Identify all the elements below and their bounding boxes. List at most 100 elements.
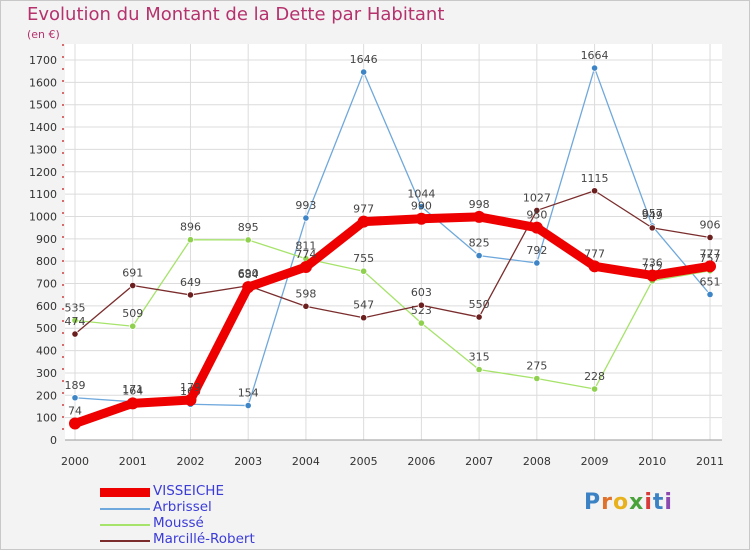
data-point-marcill-robert (706, 233, 714, 242)
data-label-visseiche: 950 (526, 209, 547, 222)
data-label-marcill-robert: 547 (353, 299, 374, 312)
x-tick-label: 2005 (350, 455, 378, 468)
data-label-arbrissel: 154 (238, 387, 259, 400)
data-label-visseiche: 977 (353, 203, 374, 216)
data-label-mouss-: 509 (122, 307, 143, 320)
legend-label: Marcillé-Robert (153, 531, 255, 547)
legend-swatch (100, 540, 150, 542)
y-tick-label: 900 (36, 233, 57, 246)
data-point-arbrissel (475, 251, 483, 260)
y-tick-label: 1700 (29, 54, 57, 67)
legend-swatch (100, 488, 150, 497)
legend: VISSEICHE Arbrissel Moussé Marcillé-Robert (100, 483, 360, 548)
data-point-visseiche (242, 281, 255, 294)
data-point-mouss- (186, 236, 195, 244)
data-label-marcill-robert: 603 (411, 286, 432, 299)
data-label-arbrissel: 825 (469, 237, 490, 250)
data-label-visseiche: 74 (68, 404, 82, 417)
data-label-mouss-: 757 (700, 252, 721, 265)
x-tick-label: 2008 (523, 455, 551, 468)
y-tick-label: 700 (36, 278, 57, 291)
legend-item-mouss-: Moussé (100, 515, 360, 532)
data-point-visseiche (473, 210, 486, 223)
data-point-marcill-robert (590, 187, 599, 195)
legend-label: Moussé (153, 515, 204, 531)
data-point-visseiche (126, 397, 139, 410)
data-label-mouss-: 535 (65, 301, 86, 314)
data-point-marcill-robert (648, 224, 656, 232)
data-point-arbrissel (360, 68, 368, 76)
y-tick-label: 1500 (29, 99, 57, 112)
legend-swatch (100, 524, 150, 526)
data-point-arbrissel (590, 64, 599, 72)
data-label-mouss-: 811 (295, 240, 316, 253)
data-label-mouss-: 275 (526, 360, 547, 373)
data-label-marcill-robert: 690 (238, 267, 259, 280)
data-point-marcill-robert (129, 281, 137, 290)
data-label-mouss-: 755 (353, 252, 374, 265)
data-label-marcill-robert: 906 (700, 218, 721, 231)
data-point-arbrissel (417, 203, 425, 211)
proxiti-logo: Proxiti (584, 490, 673, 515)
data-point-mouss- (129, 322, 137, 330)
data-label-visseiche: 179 (180, 381, 201, 394)
data-label-marcill-robert: 1115 (581, 172, 609, 185)
data-label-mouss-: 896 (180, 221, 201, 234)
chart-subtitle: (en €) (27, 28, 60, 41)
x-tick-label: 2001 (119, 455, 147, 468)
data-label-mouss-: 523 (411, 304, 432, 317)
data-label-arbrissel: 189 (65, 379, 86, 392)
data-point-visseiche (69, 417, 81, 430)
data-label-marcill-robert: 598 (295, 287, 316, 300)
data-label-visseiche: 777 (700, 247, 721, 260)
y-tick-label: 0 (50, 434, 57, 447)
y-tick-label: 1300 (29, 143, 57, 156)
data-point-visseiche (299, 260, 312, 273)
y-tick-label: 1600 (29, 76, 57, 89)
y-tick-label: 500 (36, 322, 57, 335)
legend-swatch (100, 508, 150, 510)
data-point-arbrissel (533, 259, 541, 267)
legend-label: Arbrissel (153, 499, 212, 515)
x-tick-label: 2010 (638, 455, 666, 468)
legend-item-visseiche: VISSEICHE (100, 483, 360, 500)
data-point-mouss- (417, 319, 425, 327)
data-label-visseiche: 736 (642, 256, 663, 269)
y-tick-label: 1400 (29, 121, 57, 134)
data-label-mouss-: 315 (469, 351, 490, 364)
data-point-marcill-robert (417, 301, 425, 309)
chart-title: Evolution du Montant de la Dette par Hab… (27, 4, 445, 25)
data-point-visseiche (588, 260, 601, 273)
data-point-mouss- (360, 267, 368, 275)
x-tick-label: 2004 (292, 455, 320, 468)
data-label-arbrissel: 1664 (581, 49, 609, 62)
data-label-visseiche: 777 (584, 247, 605, 260)
x-tick-label: 2002 (176, 455, 204, 468)
y-tick-label: 300 (36, 367, 57, 380)
y-tick-label: 1100 (29, 188, 57, 201)
data-label-visseiche: 684 (238, 268, 259, 281)
x-tick-label: 2011 (696, 455, 724, 468)
data-label-marcill-robert: 1027 (523, 191, 551, 204)
x-tick-label: 2009 (581, 455, 609, 468)
series-line-marcill-robert (74, 190, 711, 335)
data-point-arbrissel (71, 394, 79, 402)
data-point-marcill-robert (186, 291, 195, 299)
data-point-mouss- (71, 316, 79, 325)
data-point-visseiche (704, 260, 717, 273)
data-point-arbrissel (244, 401, 252, 410)
data-label-visseiche: 774 (295, 248, 316, 261)
y-tick-label: 600 (36, 300, 57, 313)
data-label-visseiche: 164 (122, 384, 143, 397)
data-label-mouss-: 895 (238, 221, 259, 234)
data-point-visseiche (646, 269, 659, 282)
data-point-visseiche (415, 212, 428, 225)
x-tick-label: 2003 (234, 455, 262, 468)
data-label-marcill-robert: 691 (122, 267, 143, 280)
data-label-visseiche: 998 (469, 198, 490, 211)
data-point-mouss- (244, 236, 252, 244)
plot-area (65, 44, 722, 440)
data-point-marcill-robert (475, 313, 483, 321)
x-tick-label: 2006 (407, 455, 435, 468)
data-label-mouss-: 228 (584, 370, 605, 383)
